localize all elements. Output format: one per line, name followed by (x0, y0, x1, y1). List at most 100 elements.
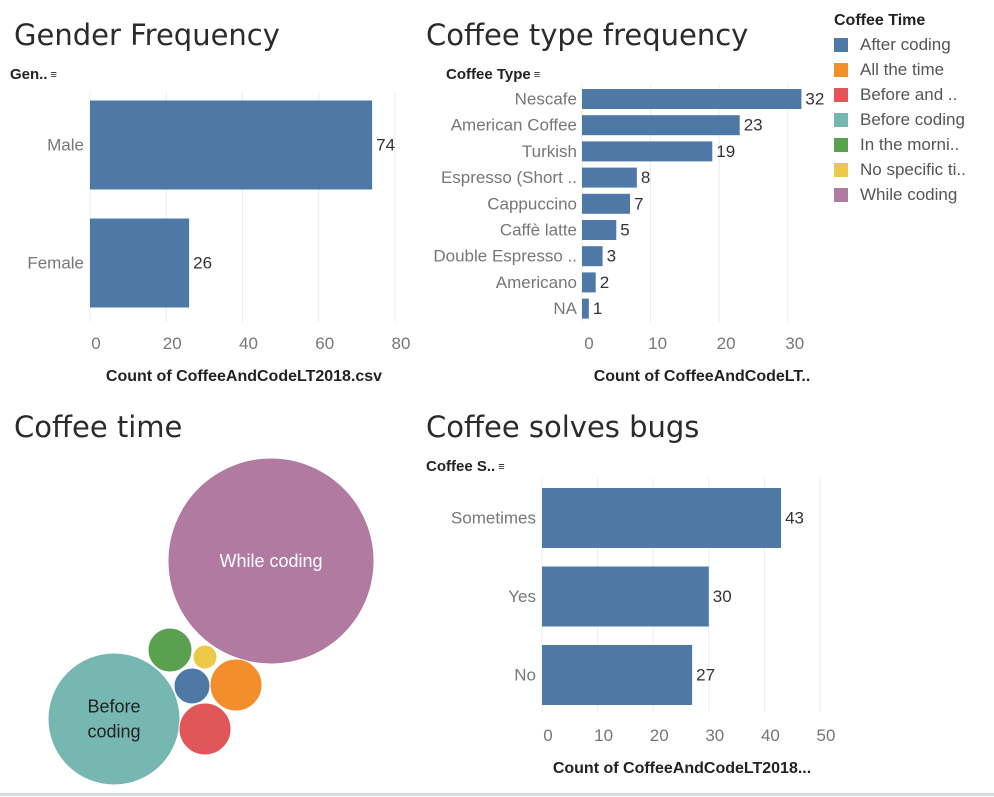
category-label: Sometimes (451, 509, 536, 528)
legend-label: Before coding (860, 109, 965, 129)
tick-label: 40 (761, 726, 780, 745)
bar[interactable] (582, 193, 630, 214)
tick-label: 20 (650, 726, 669, 745)
legend-swatch (834, 187, 848, 202)
category-label: Cappuccino (487, 194, 577, 213)
legend-item[interactable]: All the time (834, 57, 966, 82)
data-label: 43 (785, 509, 804, 528)
legend-label: Before and .. (860, 84, 958, 104)
bar[interactable] (582, 298, 589, 319)
bar[interactable] (582, 167, 637, 188)
bar[interactable] (582, 220, 617, 240)
gender-bar-chart: Male 74 Female 26 0 20 40 60 80 Count of CoffeeAn… (27, 92, 411, 385)
data-label: 3 (607, 247, 616, 266)
tick-label: 0 (543, 726, 552, 745)
gender-field-label: Gen.. (10, 66, 48, 83)
legend-swatch (834, 87, 848, 102)
bar[interactable] (582, 141, 713, 162)
coffee-time-bubble-chart: While coding Before coding (47, 457, 375, 786)
legend-swatch (834, 62, 848, 77)
bubble[interactable] (192, 644, 218, 670)
coffee-type-chart-title: Coffee type frequency (426, 18, 749, 52)
coffee-type-field-label: Coffee Type (446, 66, 531, 83)
tick-label: 0 (91, 334, 100, 353)
tick-label: 10 (594, 726, 613, 745)
data-label: 23 (744, 116, 763, 135)
legend-item[interactable]: Before and .. (834, 82, 966, 107)
legend-label: After coding (860, 34, 951, 54)
legend-label: In the morni.. (860, 134, 960, 154)
data-label: 19 (716, 142, 735, 161)
category-label: Espresso (Short .. (441, 168, 577, 187)
bar[interactable] (90, 100, 373, 190)
legend-item[interactable]: While coding (834, 182, 966, 207)
category-label: Yes (508, 587, 536, 606)
bar[interactable] (582, 272, 596, 293)
category-label: American Coffee (451, 116, 577, 135)
x-axis-title: Count of CoffeeAndCodeLT2018... (553, 760, 811, 777)
tick-label: 20 (163, 334, 182, 353)
x-axis-title: Count of CoffeeAndCodeLT.. (594, 368, 811, 385)
tick-label: 0 (584, 334, 593, 353)
tick-label: 10 (648, 334, 667, 353)
coffee-type-bar-chart: Nescafe 3 2 American Coffee 23 Turkish 19 Espre… (433, 84, 824, 385)
category-label: Male (47, 136, 84, 155)
gender-field-header[interactable]: Gen.. ≡ (10, 66, 57, 83)
tick-label: 80 (392, 334, 411, 353)
legend-swatch (834, 137, 848, 152)
bugs-field-header[interactable]: Coffee S.. ≡ (426, 458, 505, 475)
category-label: Turkish (522, 142, 577, 161)
category-label: NA (553, 299, 577, 318)
sort-icon[interactable]: ≡ (533, 69, 541, 82)
bubble-label: While coding (219, 551, 322, 571)
legend-title: Coffee Time (834, 12, 926, 29)
gender-chart-title: Gender Frequency (14, 18, 280, 52)
legend-label: All the time (860, 59, 945, 79)
category-label: Americano (496, 273, 577, 292)
tick-label: 30 (705, 726, 724, 745)
bar[interactable] (582, 115, 740, 136)
legend-item[interactable]: No specific ti.. (834, 157, 966, 182)
bubble[interactable] (173, 667, 211, 705)
coffee-time-chart-title: Coffee time (14, 410, 183, 444)
legend-item[interactable]: After coding (834, 32, 966, 57)
legend-item[interactable]: Before coding (834, 107, 966, 132)
tick-label: 50 (817, 726, 836, 745)
tick-label: 20 (717, 334, 736, 353)
bar[interactable] (542, 488, 782, 548)
tick-label: 60 (315, 334, 334, 353)
data-label: 1 (593, 299, 602, 318)
bubble[interactable] (47, 652, 181, 786)
bar[interactable] (582, 89, 802, 109)
bar[interactable] (542, 645, 693, 705)
data-label: 8 (641, 168, 650, 187)
category-label: Double Espresso .. (433, 247, 577, 266)
coffee-type-field-header[interactable]: Coffee Type ≡ (446, 66, 540, 83)
data-label: 74 (376, 136, 395, 155)
dashboard-bottom-border (0, 793, 994, 796)
coffee-time-legend[interactable]: Coffee Time After coding All the time Befo… (834, 12, 966, 207)
bubble-label: coding (87, 722, 140, 742)
bar[interactable] (542, 566, 709, 627)
tick-label: 40 (239, 334, 258, 353)
legend-swatch (834, 37, 848, 52)
bubble[interactable] (147, 627, 193, 673)
sort-icon[interactable]: ≡ (50, 69, 57, 82)
bubble-label: Before (87, 697, 140, 717)
bar[interactable] (90, 218, 190, 308)
sort-icon[interactable]: ≡ (498, 461, 505, 474)
bugs-chart-title: Coffee solves bugs (426, 410, 700, 444)
bubble[interactable] (178, 702, 232, 756)
legend-label: No specific ti.. (860, 159, 966, 179)
category-label: No (514, 666, 536, 685)
legend-item[interactable]: In the morni.. (834, 132, 966, 157)
data-label: 5 (620, 221, 629, 240)
legend-label: While coding (860, 184, 958, 204)
data-label: 2 (600, 273, 609, 292)
bugs-field-label: Coffee S.. (426, 458, 496, 475)
legend-swatch (834, 112, 848, 127)
data-label: 7 (634, 194, 643, 213)
bubble[interactable] (167, 457, 375, 665)
bar[interactable] (582, 246, 603, 267)
category-label: Nescafe (515, 90, 577, 109)
